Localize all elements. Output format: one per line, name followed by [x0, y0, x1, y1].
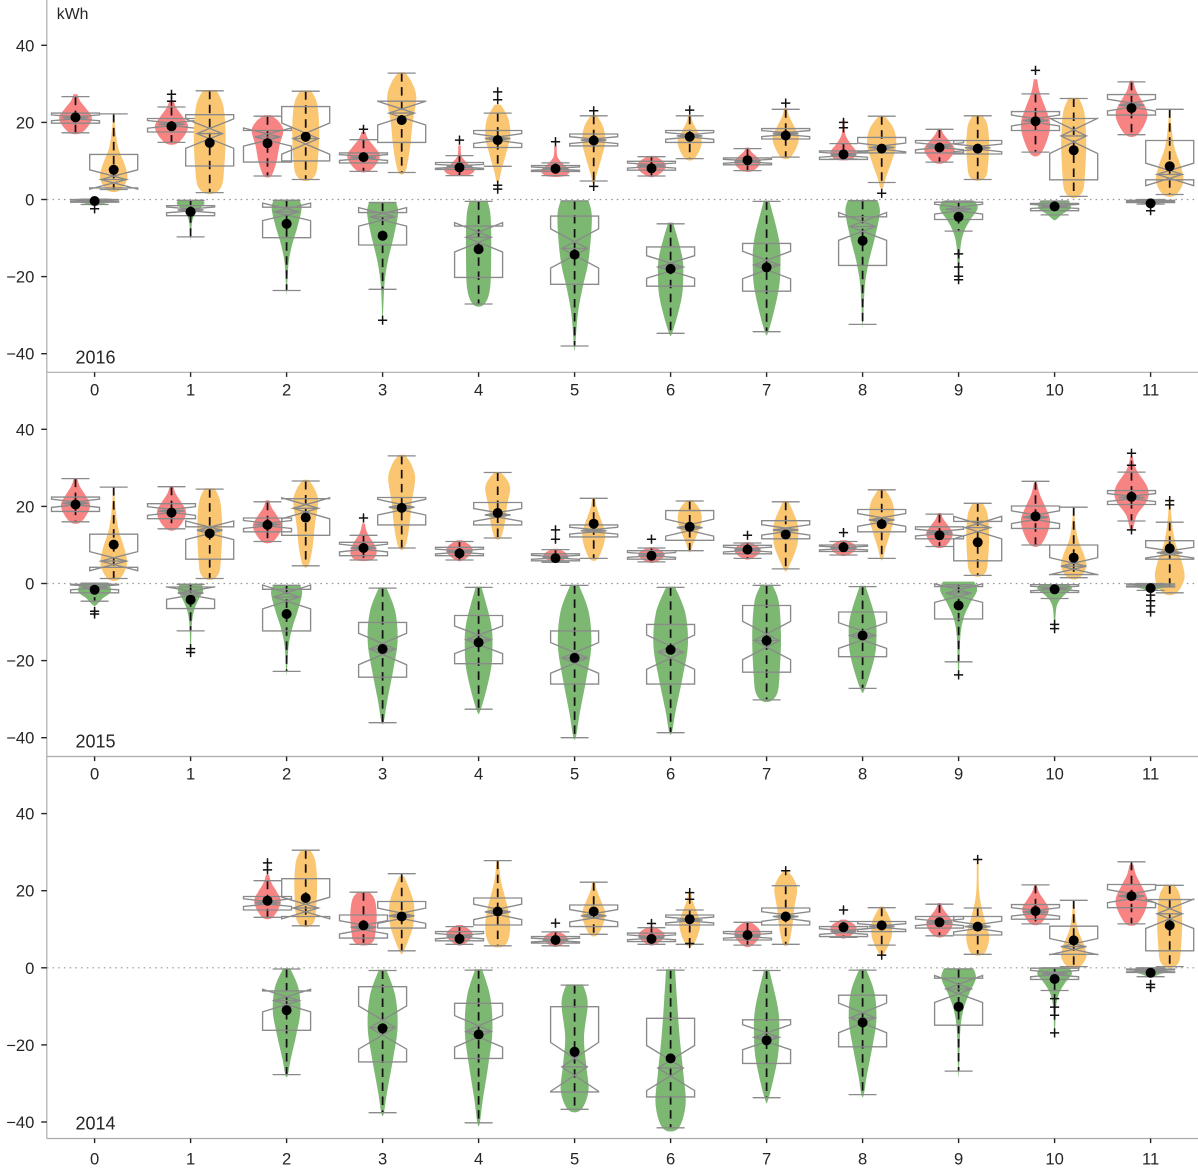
svg-text:20: 20: [16, 882, 34, 901]
svg-text:2014: 2014: [76, 1114, 116, 1134]
svg-text:2: 2: [282, 381, 291, 400]
svg-text:kWh: kWh: [57, 6, 89, 23]
svg-text:3: 3: [378, 381, 387, 400]
svg-text:4: 4: [474, 381, 483, 400]
svg-text:11: 11: [1142, 1150, 1159, 1169]
svg-text:0: 0: [90, 765, 99, 784]
svg-text:−40: −40: [6, 729, 34, 748]
svg-text:9: 9: [954, 1150, 963, 1169]
svg-text:2: 2: [282, 765, 291, 784]
svg-text:1: 1: [186, 1150, 195, 1169]
svg-text:7: 7: [762, 1150, 771, 1169]
svg-text:2: 2: [282, 1150, 291, 1169]
svg-text:6: 6: [666, 765, 675, 784]
svg-text:0: 0: [90, 1150, 99, 1169]
svg-text:40: 40: [16, 36, 34, 55]
svg-text:2015: 2015: [76, 732, 116, 752]
svg-text:8: 8: [858, 765, 867, 784]
svg-text:0: 0: [25, 959, 34, 978]
svg-text:10: 10: [1045, 381, 1063, 400]
svg-text:8: 8: [858, 1150, 867, 1169]
svg-text:6: 6: [666, 381, 675, 400]
svg-text:4: 4: [474, 1150, 483, 1169]
svg-text:40: 40: [16, 420, 34, 439]
svg-text:9: 9: [954, 765, 963, 784]
svg-text:3: 3: [378, 765, 387, 784]
svg-text:1: 1: [186, 765, 195, 784]
svg-text:6: 6: [666, 1150, 675, 1169]
svg-text:5: 5: [570, 381, 579, 400]
svg-text:4: 4: [474, 765, 483, 784]
svg-text:−40: −40: [6, 345, 34, 364]
svg-text:−20: −20: [6, 652, 34, 671]
svg-text:7: 7: [762, 765, 771, 784]
svg-text:20: 20: [16, 497, 34, 516]
svg-text:−40: −40: [6, 1113, 34, 1132]
svg-text:0: 0: [25, 575, 34, 594]
svg-text:9: 9: [954, 381, 963, 400]
svg-text:8: 8: [858, 381, 867, 400]
svg-text:−20: −20: [6, 1036, 34, 1055]
svg-text:10: 10: [1045, 765, 1063, 784]
svg-text:1: 1: [186, 381, 195, 400]
svg-text:7: 7: [762, 381, 771, 400]
svg-text:40: 40: [16, 805, 34, 824]
svg-text:5: 5: [570, 1150, 579, 1169]
svg-text:3: 3: [378, 1150, 387, 1169]
svg-text:2016: 2016: [76, 348, 116, 368]
svg-text:10: 10: [1045, 1150, 1063, 1169]
svg-text:0: 0: [90, 381, 99, 400]
svg-text:0: 0: [25, 191, 34, 210]
svg-text:11: 11: [1142, 765, 1159, 784]
svg-text:5: 5: [570, 765, 579, 784]
svg-text:11: 11: [1142, 381, 1159, 400]
svg-text:−20: −20: [6, 268, 34, 287]
svg-text:20: 20: [16, 113, 34, 132]
